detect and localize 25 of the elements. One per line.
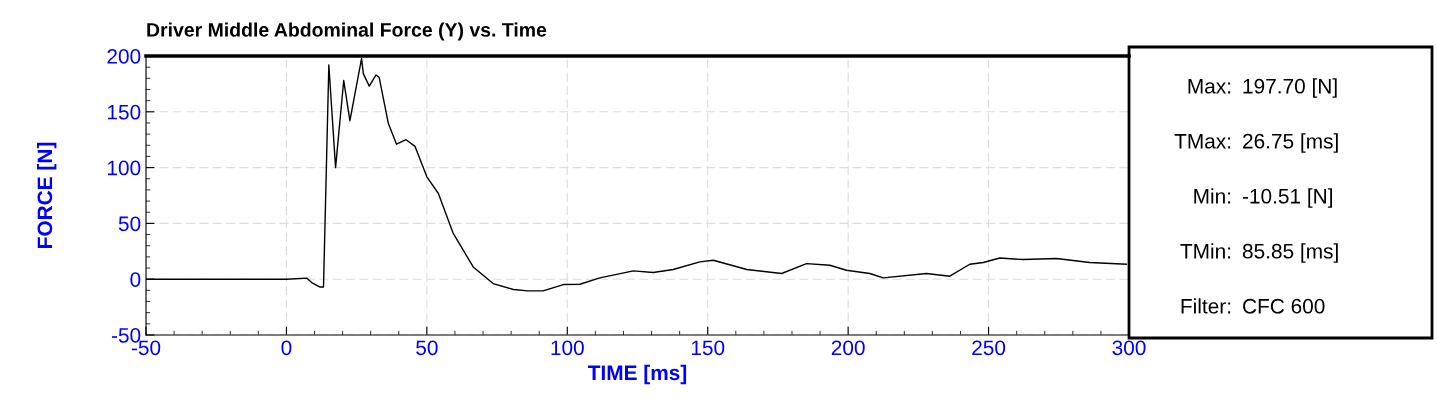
y-tick-label: 0: [130, 272, 141, 287]
text: Min:: [1194, 188, 1231, 204]
text: TMin:: [1180, 243, 1231, 259]
x-axis-title: TIME [ms]: [587, 364, 687, 385]
y-tick-label: 50: [118, 216, 141, 232]
text: 85.85 [ms]: [1242, 243, 1338, 263]
y-axis-title: FORCE [N]: [36, 142, 57, 248]
x-tick-label: 100: [551, 340, 584, 356]
x-tick-label: 250: [972, 340, 1006, 356]
y-tick-label: 150: [107, 104, 141, 120]
text: Max:: [1188, 79, 1231, 94]
text: 26.75 [ms]: [1243, 133, 1338, 153]
text: Filter:: [1181, 298, 1231, 314]
text: CFC 600: [1243, 298, 1325, 314]
x-tick-label: 0: [281, 340, 292, 356]
y-tick-label: 100: [107, 160, 141, 176]
x-tick-label: 300: [1112, 340, 1146, 356]
text: TMax:: [1174, 134, 1231, 149]
text: 197.70 [N]: [1243, 78, 1337, 98]
x-tick-label: 50: [416, 340, 438, 356]
x-tick-label: 150: [691, 340, 725, 356]
y-tick-label: 200: [107, 49, 141, 64]
chart-title: Driver Middle Abdominal Force (Y) vs. Time: [147, 22, 547, 41]
text: -10.51 [N]: [1242, 188, 1332, 208]
x-tick-label: 200: [831, 340, 865, 356]
